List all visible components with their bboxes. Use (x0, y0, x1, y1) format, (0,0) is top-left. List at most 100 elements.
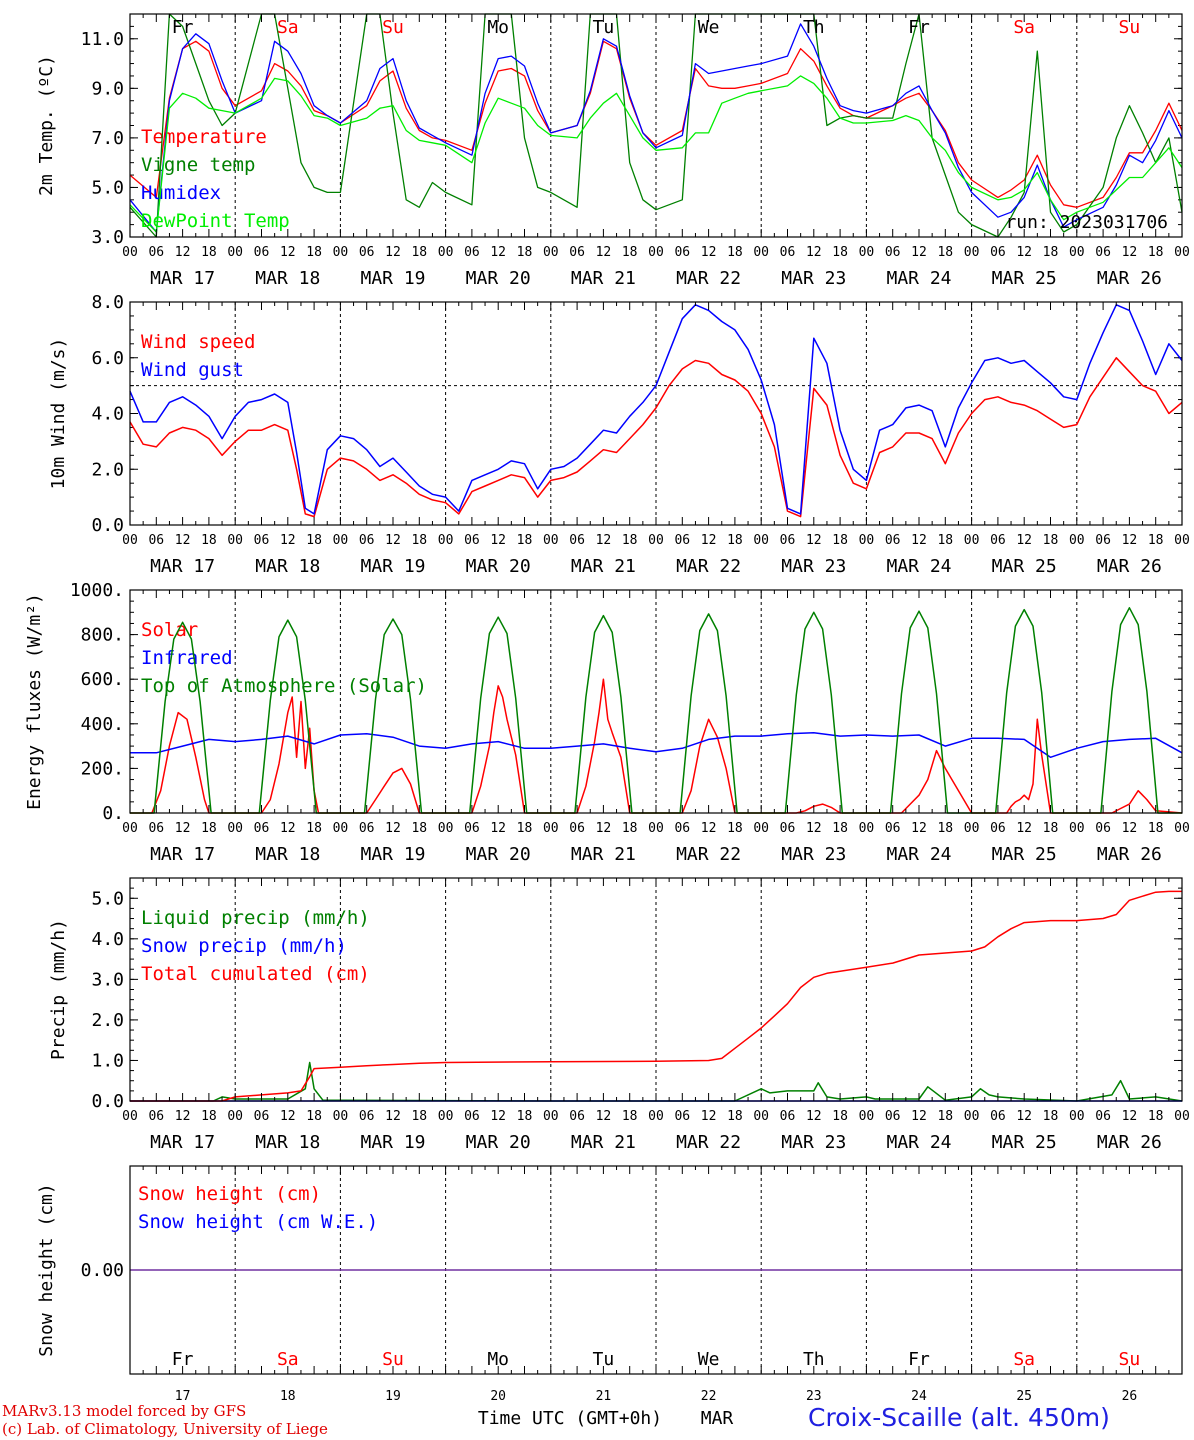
date-label: MAR 21 (571, 556, 636, 577)
hour-label: 06 (148, 821, 164, 836)
hour-label: 00 (859, 1109, 875, 1124)
date-label: MAR 24 (886, 556, 951, 577)
hour-label: 12 (490, 245, 506, 260)
hour-label: 18 (1043, 245, 1059, 260)
y-tick-label: 6.0 (91, 348, 124, 369)
y-tick-label: 8.0 (91, 292, 124, 313)
hour-label: 06 (254, 1109, 270, 1124)
date-label: MAR 17 (150, 268, 215, 289)
date-label: MAR 23 (781, 844, 846, 865)
y-tick-label: 600. (81, 669, 124, 690)
day-name-top: Su (382, 17, 404, 38)
hour-label: 12 (911, 1109, 927, 1124)
day-name-top: Sa (277, 17, 299, 38)
legend-snow-precip-mm-h-: Snow precip (mm/h) (141, 935, 347, 957)
hour-label: 12 (1016, 1109, 1032, 1124)
y-tick-label: 9.0 (91, 78, 124, 99)
hour-label: 06 (1095, 821, 1111, 836)
hour-label: 18 (411, 245, 427, 260)
hour-label: 18 (411, 533, 427, 548)
hour-label: 12 (1016, 245, 1032, 260)
day-number: 25 (1016, 1389, 1032, 1404)
date-label: MAR 17 (150, 556, 215, 577)
date-label: MAR 22 (676, 556, 741, 577)
date-label: MAR 22 (676, 1132, 741, 1153)
panel-4: 0.0 1.0 2.0 3.0 4.0 5.0 Liquid precip (mm/h) Sn… (48, 877, 1190, 1153)
panels: 3.0 5.0 7.0 9.0 11.0 Temperature Vigne temp Hum… (24, 13, 1190, 1429)
hour-label: 06 (254, 245, 270, 260)
hour-label: 06 (780, 245, 796, 260)
hour-label: 18 (1148, 821, 1164, 836)
hour-label: 00 (648, 245, 664, 260)
hour-label: 12 (596, 1109, 612, 1124)
panel-3: 0. 200. 400. 600. 800. 1000. Solar Infrared Top … (24, 580, 1190, 865)
hour-label: 06 (780, 821, 796, 836)
day-name-bottom: Fr (908, 1349, 930, 1370)
hour-label: 00 (1174, 821, 1190, 836)
hour-label: 18 (1043, 821, 1059, 836)
day-number: 22 (701, 1389, 717, 1404)
hour-label: 18 (306, 245, 322, 260)
hour-label: 12 (490, 1109, 506, 1124)
date-label: MAR 25 (992, 556, 1057, 577)
hour-label: 18 (832, 1109, 848, 1124)
date-label: MAR 23 (781, 268, 846, 289)
hour-label: 00 (438, 1109, 454, 1124)
y-tick-label: 1000. (70, 580, 124, 601)
hour-label: 06 (464, 821, 480, 836)
hour-label: 06 (254, 821, 270, 836)
hour-label: 12 (280, 533, 296, 548)
hour-label: 06 (569, 245, 585, 260)
y-tick-label: 0. (102, 803, 124, 824)
hour-label: 06 (990, 245, 1006, 260)
legend-infrared: Infrared (141, 647, 233, 669)
day-name-bottom: Fr (172, 1349, 194, 1370)
series-line-liquid-precip-mm-h- (130, 1061, 1183, 1102)
legend-temperature: Temperature (141, 126, 267, 148)
hour-label: 12 (385, 533, 401, 548)
day-name-top: Mo (487, 17, 509, 38)
hour-label: 18 (727, 245, 743, 260)
day-name-bottom: Sa (1013, 1349, 1035, 1370)
hour-label: 06 (359, 533, 375, 548)
hour-label: 00 (122, 533, 138, 548)
x-axis-label: Time UTC (GMT+0h) (478, 1408, 662, 1429)
hour-label: 18 (201, 533, 217, 548)
hour-label: 12 (490, 821, 506, 836)
hour-label: 12 (911, 821, 927, 836)
hour-label: 18 (727, 821, 743, 836)
x-axis-month: MAR (701, 1408, 734, 1429)
hour-label: 00 (333, 821, 349, 836)
hour-label: 12 (1122, 533, 1138, 548)
hour-label: 12 (175, 533, 191, 548)
hour-label: 00 (1174, 533, 1190, 548)
hour-label: 00 (648, 533, 664, 548)
day-name-top: Fr (908, 17, 930, 38)
hour-label: 18 (937, 533, 953, 548)
date-label: MAR 25 (992, 844, 1057, 865)
hour-label: 12 (385, 1109, 401, 1124)
hour-label: 00 (964, 245, 980, 260)
hour-label: 06 (990, 533, 1006, 548)
hour-label: 06 (674, 245, 690, 260)
hour-label: 18 (517, 821, 533, 836)
hour-label: 12 (806, 821, 822, 836)
hour-label: 00 (122, 1109, 138, 1124)
hour-label: 00 (122, 821, 138, 836)
y-tick-label: 11.0 (81, 29, 124, 50)
hour-label: 06 (990, 821, 1006, 836)
hour-label: 00 (333, 245, 349, 260)
legend-total-cumulated-cm-: Total cumulated (cm) (141, 963, 370, 985)
hour-label: 00 (1174, 245, 1190, 260)
hour-label: 18 (727, 533, 743, 548)
hour-label: 00 (753, 821, 769, 836)
y-tick-label: 3.0 (91, 227, 124, 248)
hour-label: 06 (254, 533, 270, 548)
day-name-top: Th (803, 17, 825, 38)
hour-label: 06 (674, 533, 690, 548)
legend-vigne-temp: Vigne temp (141, 154, 255, 176)
date-label: MAR 19 (360, 556, 425, 577)
hour-label: 12 (490, 533, 506, 548)
hour-label: 18 (832, 245, 848, 260)
day-name-bottom: Su (1119, 1349, 1141, 1370)
